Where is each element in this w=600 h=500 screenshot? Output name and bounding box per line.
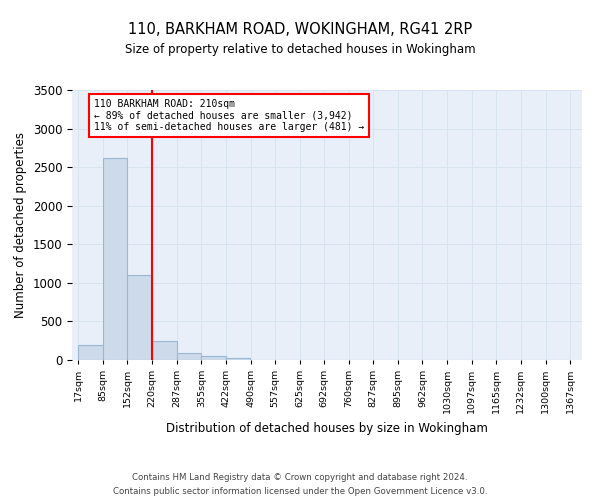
X-axis label: Distribution of detached houses by size in Wokingham: Distribution of detached houses by size … (166, 422, 488, 434)
Bar (226, 358, 250, 360)
Bar (176, 353, 201, 360)
Bar (103, 158, 127, 360)
Bar (78, 344, 103, 360)
Text: Contains public sector information licensed under the Open Government Licence v3: Contains public sector information licen… (113, 486, 487, 496)
Text: 110, BARKHAM ROAD, WOKINGHAM, RG41 2RP: 110, BARKHAM ROAD, WOKINGHAM, RG41 2RP (128, 22, 472, 38)
Bar (152, 340, 176, 360)
Y-axis label: Number of detached properties: Number of detached properties (14, 132, 27, 318)
Bar (202, 356, 226, 360)
Text: Size of property relative to detached houses in Wokingham: Size of property relative to detached ho… (125, 42, 475, 56)
Text: 110 BARKHAM ROAD: 210sqm
← 89% of detached houses are smaller (3,942)
11% of sem: 110 BARKHAM ROAD: 210sqm ← 89% of detach… (94, 100, 364, 132)
Bar (127, 275, 152, 360)
Text: Contains HM Land Registry data © Crown copyright and database right 2024.: Contains HM Land Registry data © Crown c… (132, 473, 468, 482)
